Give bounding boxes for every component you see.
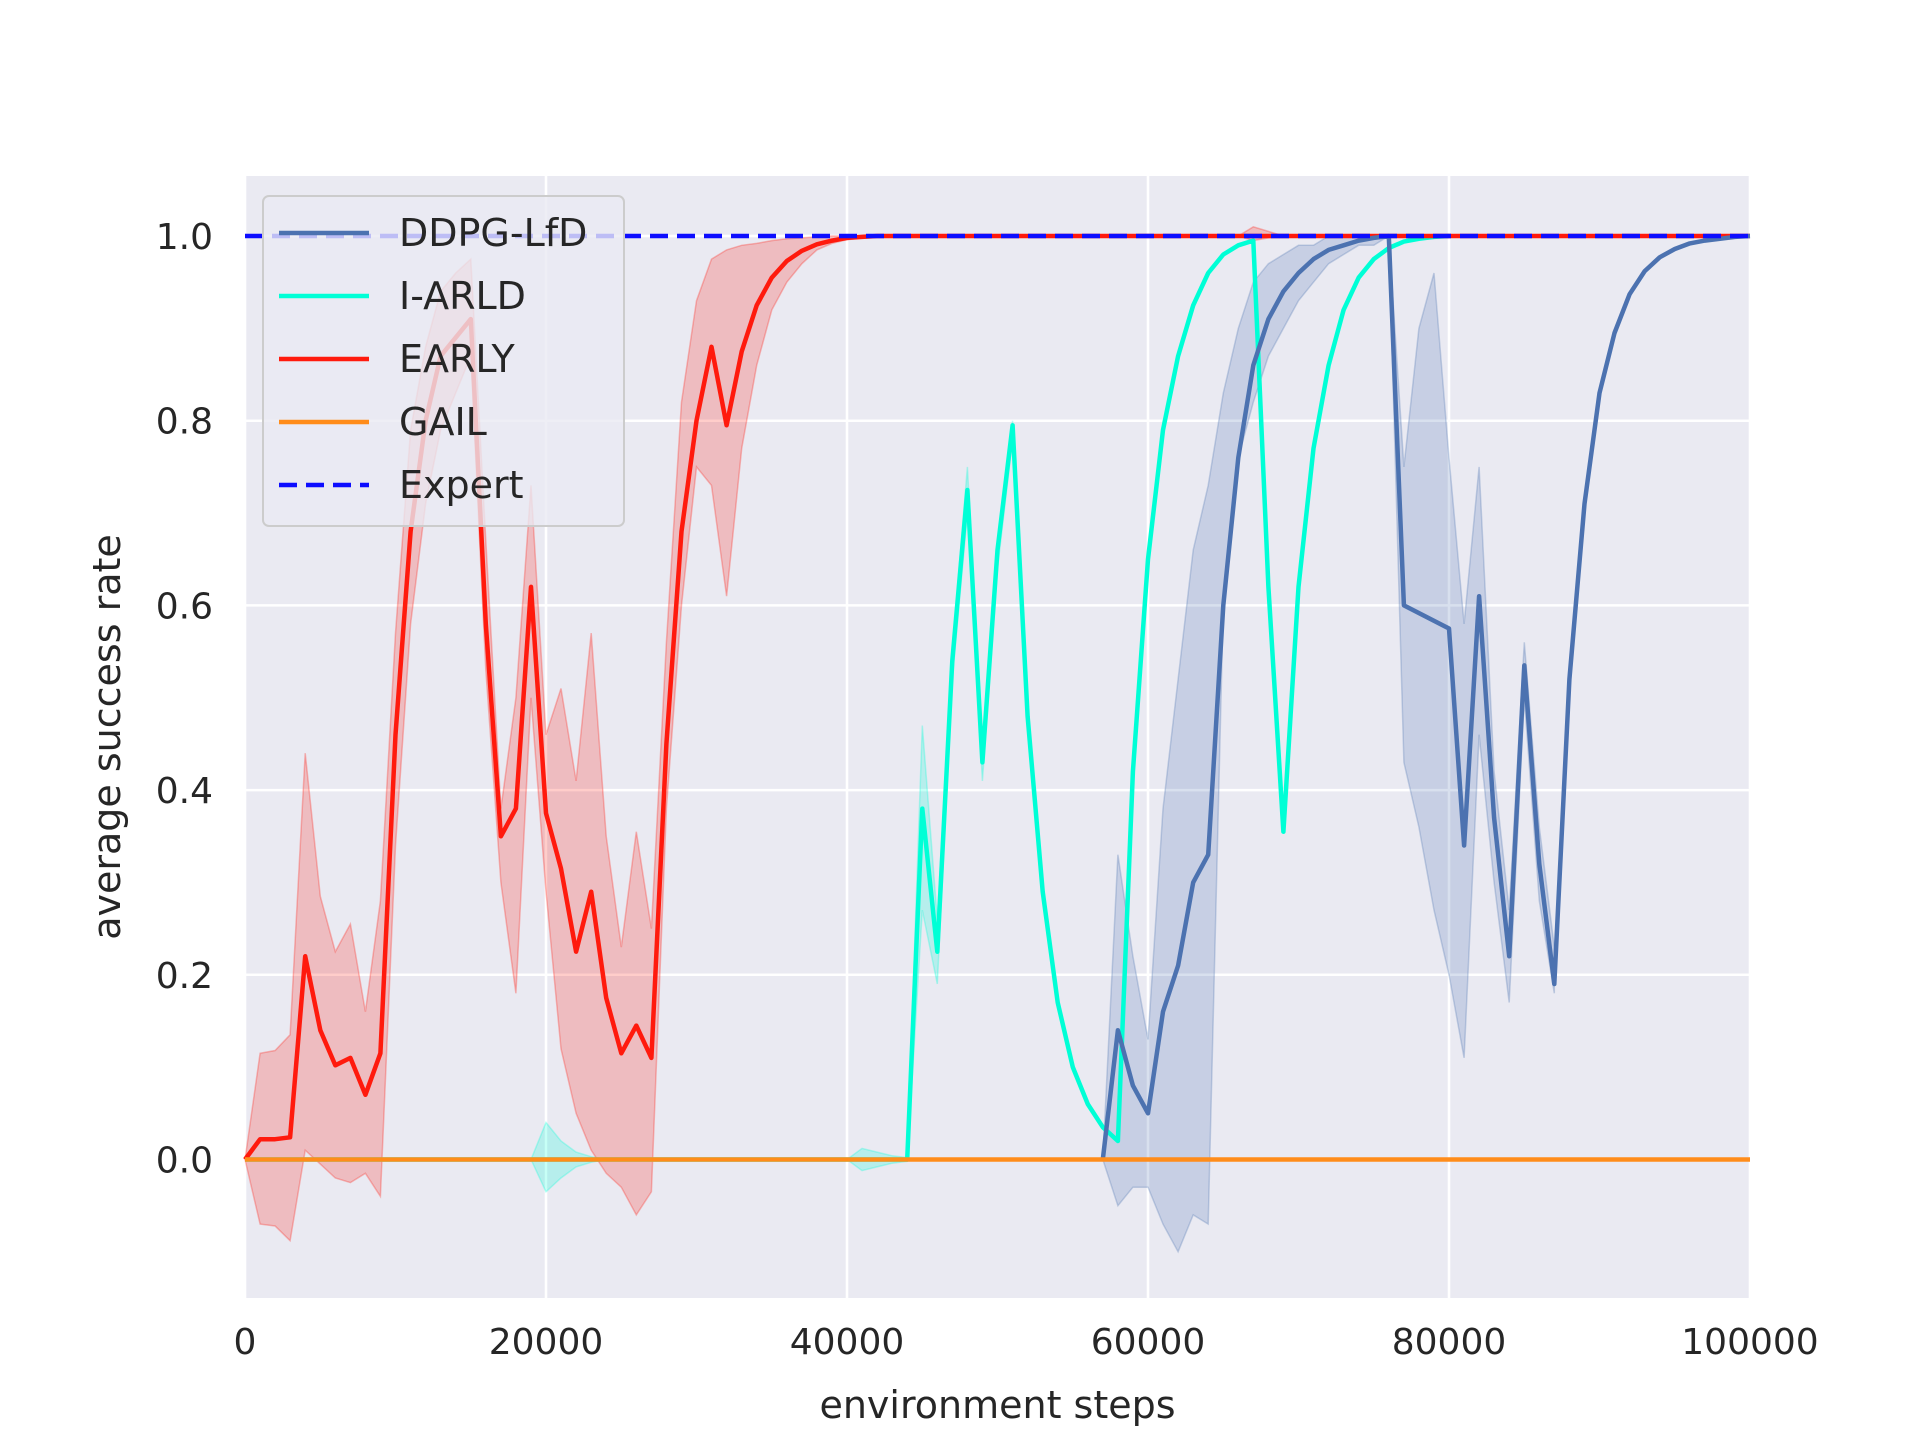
legend: DDPG-LfD I-ARLD EARLY GAIL Expert xyxy=(262,195,625,527)
x-tick-label: 60000 xyxy=(1091,1322,1206,1363)
y-tick-label: 0.0 xyxy=(156,1140,213,1181)
early-legend-label: EARLY xyxy=(399,337,516,381)
x-tick-label: 80000 xyxy=(1392,1322,1507,1363)
x-axis-label: environment steps xyxy=(819,1383,1175,1427)
y-tick-label: 1.0 xyxy=(156,217,213,258)
ddpg-lfd-legend-label: DDPG-LfD xyxy=(399,211,587,255)
gail-legend-label: GAIL xyxy=(399,400,487,444)
x-tick-label: 0 xyxy=(234,1322,257,1363)
y-tick-label: 0.2 xyxy=(156,956,213,997)
ddpg-lfd-line xyxy=(1100,233,1751,1160)
y-tick-label: 0.4 xyxy=(156,771,213,812)
early-band xyxy=(244,225,1750,1243)
y-tick-label: 0.6 xyxy=(156,586,213,627)
x-tick-label: 40000 xyxy=(790,1322,905,1363)
x-tick-label: 20000 xyxy=(489,1322,604,1363)
early-line xyxy=(243,233,1750,1161)
expert-legend-label: Expert xyxy=(399,463,524,507)
x-tick-label: 100000 xyxy=(1681,1322,1818,1363)
tick-labels: 0 20000 40000 60000 80000 100000 0.0 0.2 0.4 0.6 0… xyxy=(156,217,1819,1363)
i-arld-legend-label: I-ARLD xyxy=(399,274,526,318)
i-arld-line xyxy=(245,233,1450,1162)
legend-box xyxy=(262,195,625,527)
y-tick-label: 0.8 xyxy=(156,402,213,443)
y-axis-label: average success rate xyxy=(85,534,129,940)
